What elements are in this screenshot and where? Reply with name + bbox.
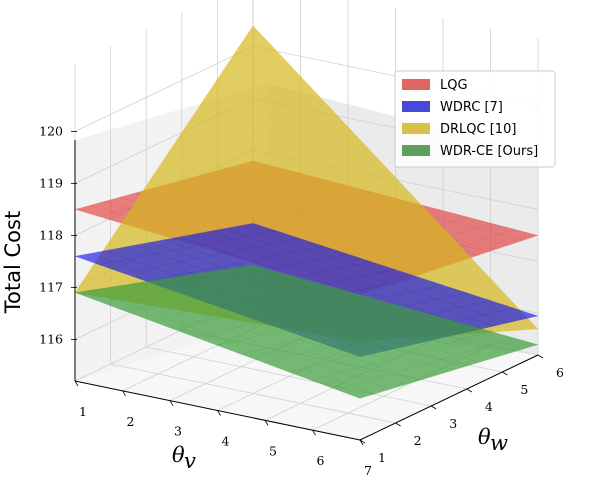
- y-tick: [466, 388, 473, 393]
- y-axis-label-theta: θ: [478, 425, 491, 449]
- z-axis-label: Total Cost: [1, 211, 25, 314]
- x-tick-label: 4: [222, 434, 230, 449]
- legend-label-drlqc: DRLQC [10]: [440, 122, 516, 137]
- x-tick: [74, 380, 79, 387]
- x-tick: [359, 439, 364, 446]
- surface-wdr-ce-ours-: [74, 264, 539, 399]
- y-tick: [430, 405, 437, 410]
- legend-swatch-lqg: [402, 79, 430, 90]
- x-axis-label: θ v: [172, 443, 196, 473]
- legend-swatch-wdrc: [402, 101, 430, 112]
- x-tick: [122, 390, 126, 397]
- z-tick-label: 116: [39, 331, 63, 346]
- x-tick-label: 7: [364, 463, 372, 478]
- x-tick: [264, 420, 269, 426]
- y-tick-label: 5: [520, 382, 528, 397]
- x-tick: [312, 429, 316, 436]
- legend-label-wdrce: WDR-CE [Ours]: [440, 144, 538, 159]
- y-tick: [359, 439, 366, 444]
- z-tick-label: 120: [39, 123, 63, 138]
- x-tick: [217, 410, 221, 416]
- y-tick: [395, 422, 401, 427]
- legend-label-wdrc: WDRC [7]: [440, 100, 503, 115]
- surface-patch: [335, 385, 376, 399]
- z-tick-label: 118: [39, 227, 63, 242]
- legend: LQG WDRC [7] DRLQC [10] WDR-CE [Ours]: [394, 70, 556, 168]
- y-tick-label: 3: [449, 416, 457, 431]
- y-gridline: [110, 46, 396, 424]
- y-tick: [502, 371, 508, 376]
- z-tick-label: 119: [39, 175, 63, 190]
- y-tick-label: 4: [485, 399, 493, 414]
- surfaces: [74, 25, 539, 399]
- x-axis-label-sub: v: [184, 449, 196, 473]
- legend-label-lqg: LQG: [440, 78, 468, 93]
- legend-swatch-wdrce: [402, 145, 430, 156]
- x-tick-label: 5: [269, 443, 277, 458]
- x-tick-label: 6: [317, 453, 325, 468]
- z-tick-label: 117: [39, 279, 63, 294]
- y-axis-line: [359, 354, 539, 441]
- y-tick-label: 2: [414, 433, 422, 448]
- x-tick-label: 3: [174, 424, 182, 439]
- y-axis-label-sub: w: [490, 431, 508, 455]
- x-tick-label: 2: [127, 414, 135, 429]
- y-tick-label: 1: [378, 450, 386, 465]
- legend-swatch-drlqc: [402, 123, 430, 134]
- x-axis-label-theta: θ: [172, 443, 185, 467]
- legend-box: [394, 70, 556, 168]
- x-tick: [169, 400, 174, 406]
- x-tick-label: 1: [79, 404, 87, 419]
- y-axis-label: θ w: [478, 425, 508, 455]
- y-tick-label: 6: [556, 365, 564, 380]
- y-tick: [537, 354, 544, 359]
